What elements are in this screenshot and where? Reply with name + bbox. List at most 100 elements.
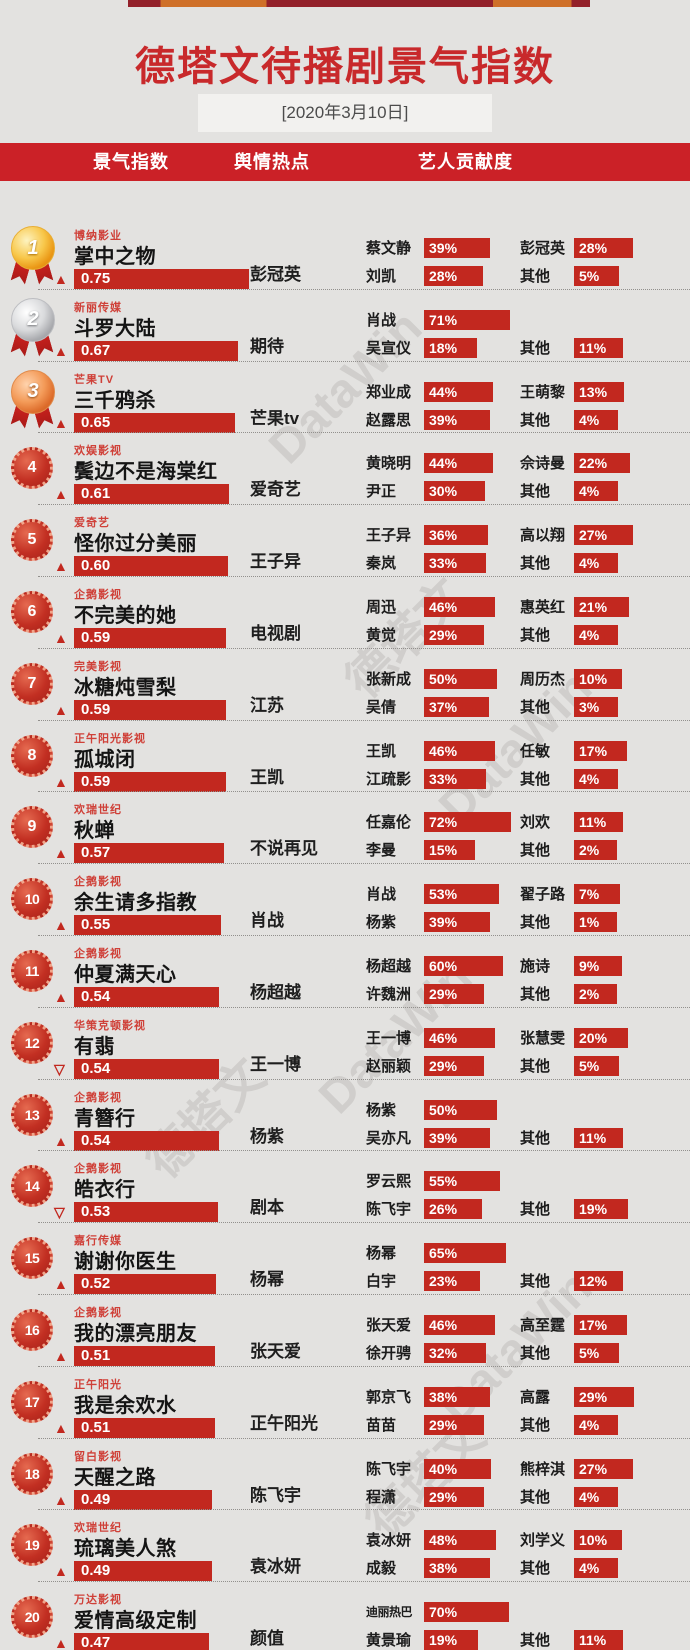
artist-name: 其他 <box>520 1273 551 1291</box>
artist-contribution-bar: 46% <box>424 740 495 761</box>
contribution-line-2: 黄觉 29% 其他 4% <box>366 624 690 646</box>
index-bar: 0.47 <box>74 1633 209 1650</box>
contribution-line-1: 肖战 53% 翟子路 7% <box>366 884 690 905</box>
artist-name: 其他 <box>520 626 551 644</box>
artist-name: 其他 <box>520 1416 551 1434</box>
artist-name: 任敏 <box>520 742 551 760</box>
column-header-contribution: 艺人贡献度 <box>418 152 513 172</box>
artist-contribution-bar: 4% <box>574 409 618 430</box>
index-bar: 0.59 <box>74 771 226 792</box>
index-value: 0.60 <box>81 557 111 575</box>
artist-contribution-bar: 50% <box>424 1099 497 1120</box>
index-value: 0.61 <box>81 485 111 503</box>
artist-contribution-bar: 46% <box>424 1314 495 1335</box>
contribution-line-1: 郑业成 44% 王萌黎 13% <box>366 381 690 403</box>
artist-name: 其他 <box>520 770 551 788</box>
contribution-line-1: 陈飞宇 40% 熊梓淇 27% <box>366 1458 690 1480</box>
artist-contribution-bar: 37% <box>424 696 489 717</box>
artist-name: 吴亦凡 <box>366 1129 412 1147</box>
artist-contribution-bar: 29% <box>424 1486 484 1507</box>
drama-title: 不完美的她 <box>74 604 177 627</box>
rank-medal-icon: 1 <box>8 226 58 288</box>
contribution-line-2: 许魏洲 29% 其他 2% <box>366 983 690 1005</box>
rank-number: 1 <box>11 226 55 270</box>
rank-number: 14 <box>11 1165 53 1208</box>
trend-triangle-icon: ▲ <box>54 917 68 934</box>
artist-contribution-bar: 19% <box>574 1199 628 1220</box>
index-bar: 0.54 <box>74 1130 219 1151</box>
production-company: 正午阳光 <box>74 1378 122 1391</box>
sentiment-hotspot: 期待 <box>250 336 284 356</box>
sentiment-hotspot: 彭冠英 <box>250 265 301 284</box>
trend-triangle-icon: ▲ <box>54 845 68 862</box>
artist-name: 苗苗 <box>366 1416 397 1434</box>
artist-contribution-bar: 46% <box>424 1027 495 1048</box>
trend-triangle-icon: ▲ <box>54 486 68 503</box>
artist-name: 徐开骋 <box>366 1344 412 1362</box>
rank-medal-icon: 14 <box>8 1159 58 1221</box>
artist-name: 其他 <box>520 842 551 860</box>
rank-medal-icon: 16 <box>8 1303 58 1365</box>
drama-row: 11 企鹅影视 仲夏满天心 ▲ 0.54 杨超越 杨超越 60% 施诗 9% 许… <box>0 936 690 1008</box>
sentiment-hotspot: 正午阳光 <box>250 1413 318 1433</box>
artist-name: 吴宣仪 <box>366 339 412 357</box>
rank-number: 10 <box>11 878 53 921</box>
production-company: 企鹅影视 <box>74 876 122 889</box>
ranking-list: 1 博纳影业 掌中之物 ▲ 0.75 彭冠英 蔡文静 39% 彭冠英 28% 刘… <box>0 218 690 1650</box>
sentiment-hotspot: 剧本 <box>250 1198 284 1218</box>
artist-contribution-bar: 5% <box>574 1055 619 1076</box>
artist-name: 任嘉伦 <box>366 814 412 832</box>
artist-name: 刘学义 <box>520 1532 566 1550</box>
artist-contribution-bar: 4% <box>574 1414 618 1435</box>
artist-contribution-bar: 27% <box>574 525 633 546</box>
sentiment-hotspot: 芒果tv <box>250 408 300 428</box>
artist-contribution-bar: 4% <box>574 1558 618 1579</box>
artist-contribution-bar: 38% <box>424 1386 490 1407</box>
sentiment-hotspot: 颜值 <box>250 1629 284 1649</box>
artist-name: 赵丽颖 <box>366 1057 412 1075</box>
index-value: 0.49 <box>81 1562 111 1580</box>
drama-row: 19 欢瑞世纪 琉璃美人煞 ▲ 0.49 袁冰妍 袁冰妍 48% 刘学义 10%… <box>0 1510 690 1582</box>
column-header-band: 景气指数 舆情热点 艺人贡献度 <box>0 143 690 181</box>
artist-contribution-bar: 29% <box>424 1414 484 1435</box>
artist-contribution-bar: 44% <box>424 453 493 474</box>
artist-contribution-bar: 39% <box>424 912 490 933</box>
drama-row: 10 企鹅影视 余生请多指教 ▲ 0.55 肖战 肖战 53% 翟子路 7% 杨… <box>0 864 690 936</box>
rank-medal-icon: 5 <box>8 513 58 575</box>
column-header-index: 景气指数 <box>93 152 169 172</box>
index-value: 0.49 <box>81 1490 111 1508</box>
artist-name: 袁冰妍 <box>366 1532 412 1550</box>
contribution-line-2: 李曼 15% 其他 2% <box>366 840 690 861</box>
artist-contribution-bar: 10% <box>574 1530 622 1551</box>
rank-number: 7 <box>11 662 53 705</box>
drama-title: 青簪行 <box>74 1107 136 1130</box>
trend-triangle-icon: ▲ <box>54 1132 68 1149</box>
artist-name: 其他 <box>520 1632 551 1650</box>
artist-name: 陈飞宇 <box>366 1460 412 1478</box>
artist-name: 王萌黎 <box>520 383 566 401</box>
artist-name: 迪丽热巴 <box>366 1605 413 1620</box>
index-bar: 0.57 <box>74 843 224 864</box>
artist-contribution-bar: 44% <box>424 381 493 402</box>
contribution-line-2: 吴宣仪 18% 其他 11% <box>366 337 690 359</box>
production-company: 欢娱影视 <box>74 445 122 458</box>
drama-title: 谢谢你医生 <box>74 1251 177 1274</box>
artist-name: 其他 <box>520 914 551 932</box>
contribution-line-1: 王一博 46% 张慧雯 20% <box>366 1027 690 1049</box>
drama-title: 琉璃美人煞 <box>74 1538 177 1561</box>
contribution-line-2: 吴亦凡 39% 其他 11% <box>366 1127 690 1149</box>
rank-medal-icon: 10 <box>8 872 58 934</box>
artist-name: 张天爱 <box>366 1316 412 1334</box>
artist-contribution-bar: 21% <box>574 596 629 617</box>
artist-contribution-bar: 22% <box>574 453 630 474</box>
contribution-line-2: 赵露思 39% 其他 4% <box>366 409 690 431</box>
rank-number: 3 <box>11 369 55 414</box>
index-bar: 0.49 <box>74 1489 212 1510</box>
rank-medal-icon: 13 <box>8 1088 58 1150</box>
drama-row: 4 欢娱影视 鬓边不是海棠红 ▲ 0.61 爱奇艺 黄晓明 44% 佘诗曼 22… <box>0 433 690 505</box>
sentiment-hotspot: 王子异 <box>250 552 301 572</box>
artist-contribution-bar: 39% <box>424 1127 490 1148</box>
rank-medal-icon: 15 <box>8 1231 58 1293</box>
contribution-line-2: 秦岚 33% 其他 4% <box>366 553 690 574</box>
